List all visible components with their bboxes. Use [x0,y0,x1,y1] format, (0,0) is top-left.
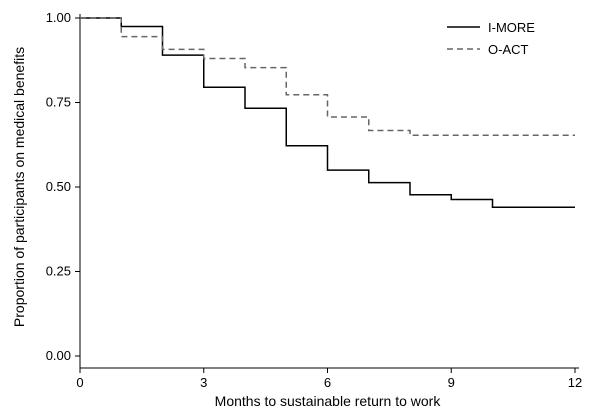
x-axis-title: Months to sustainable return to work [215,393,442,409]
legend: I-MORE O-ACT [447,20,535,57]
x-tick-label: 3 [200,375,207,390]
y-tick-label: 0.50 [46,179,71,194]
y-tick-label: 0.00 [46,348,71,363]
y-ticks: 0.00 0.25 0.50 0.75 1.00 [46,10,80,363]
y-tick-label: 0.25 [46,264,71,279]
x-ticks: 0 3 6 9 12 [76,368,582,390]
series-line-o-act [80,17,575,137]
legend-label-i-more: I-MORE [488,20,535,35]
y-tick-label: 0.75 [46,95,71,110]
axes-group: 0.00 0.25 0.50 0.75 1.00 0 3 6 9 12 [46,10,583,390]
x-tick-label: 9 [448,375,455,390]
legend-label-o-act: O-ACT [488,42,529,57]
y-tick-label: 1.00 [46,10,71,25]
x-tick-label: 12 [568,375,582,390]
x-tick-label: 6 [324,375,331,390]
x-tick-label: 0 [76,375,83,390]
series-layer [80,17,575,209]
y-axis-title: Proportion of participants on medical be… [11,47,27,327]
